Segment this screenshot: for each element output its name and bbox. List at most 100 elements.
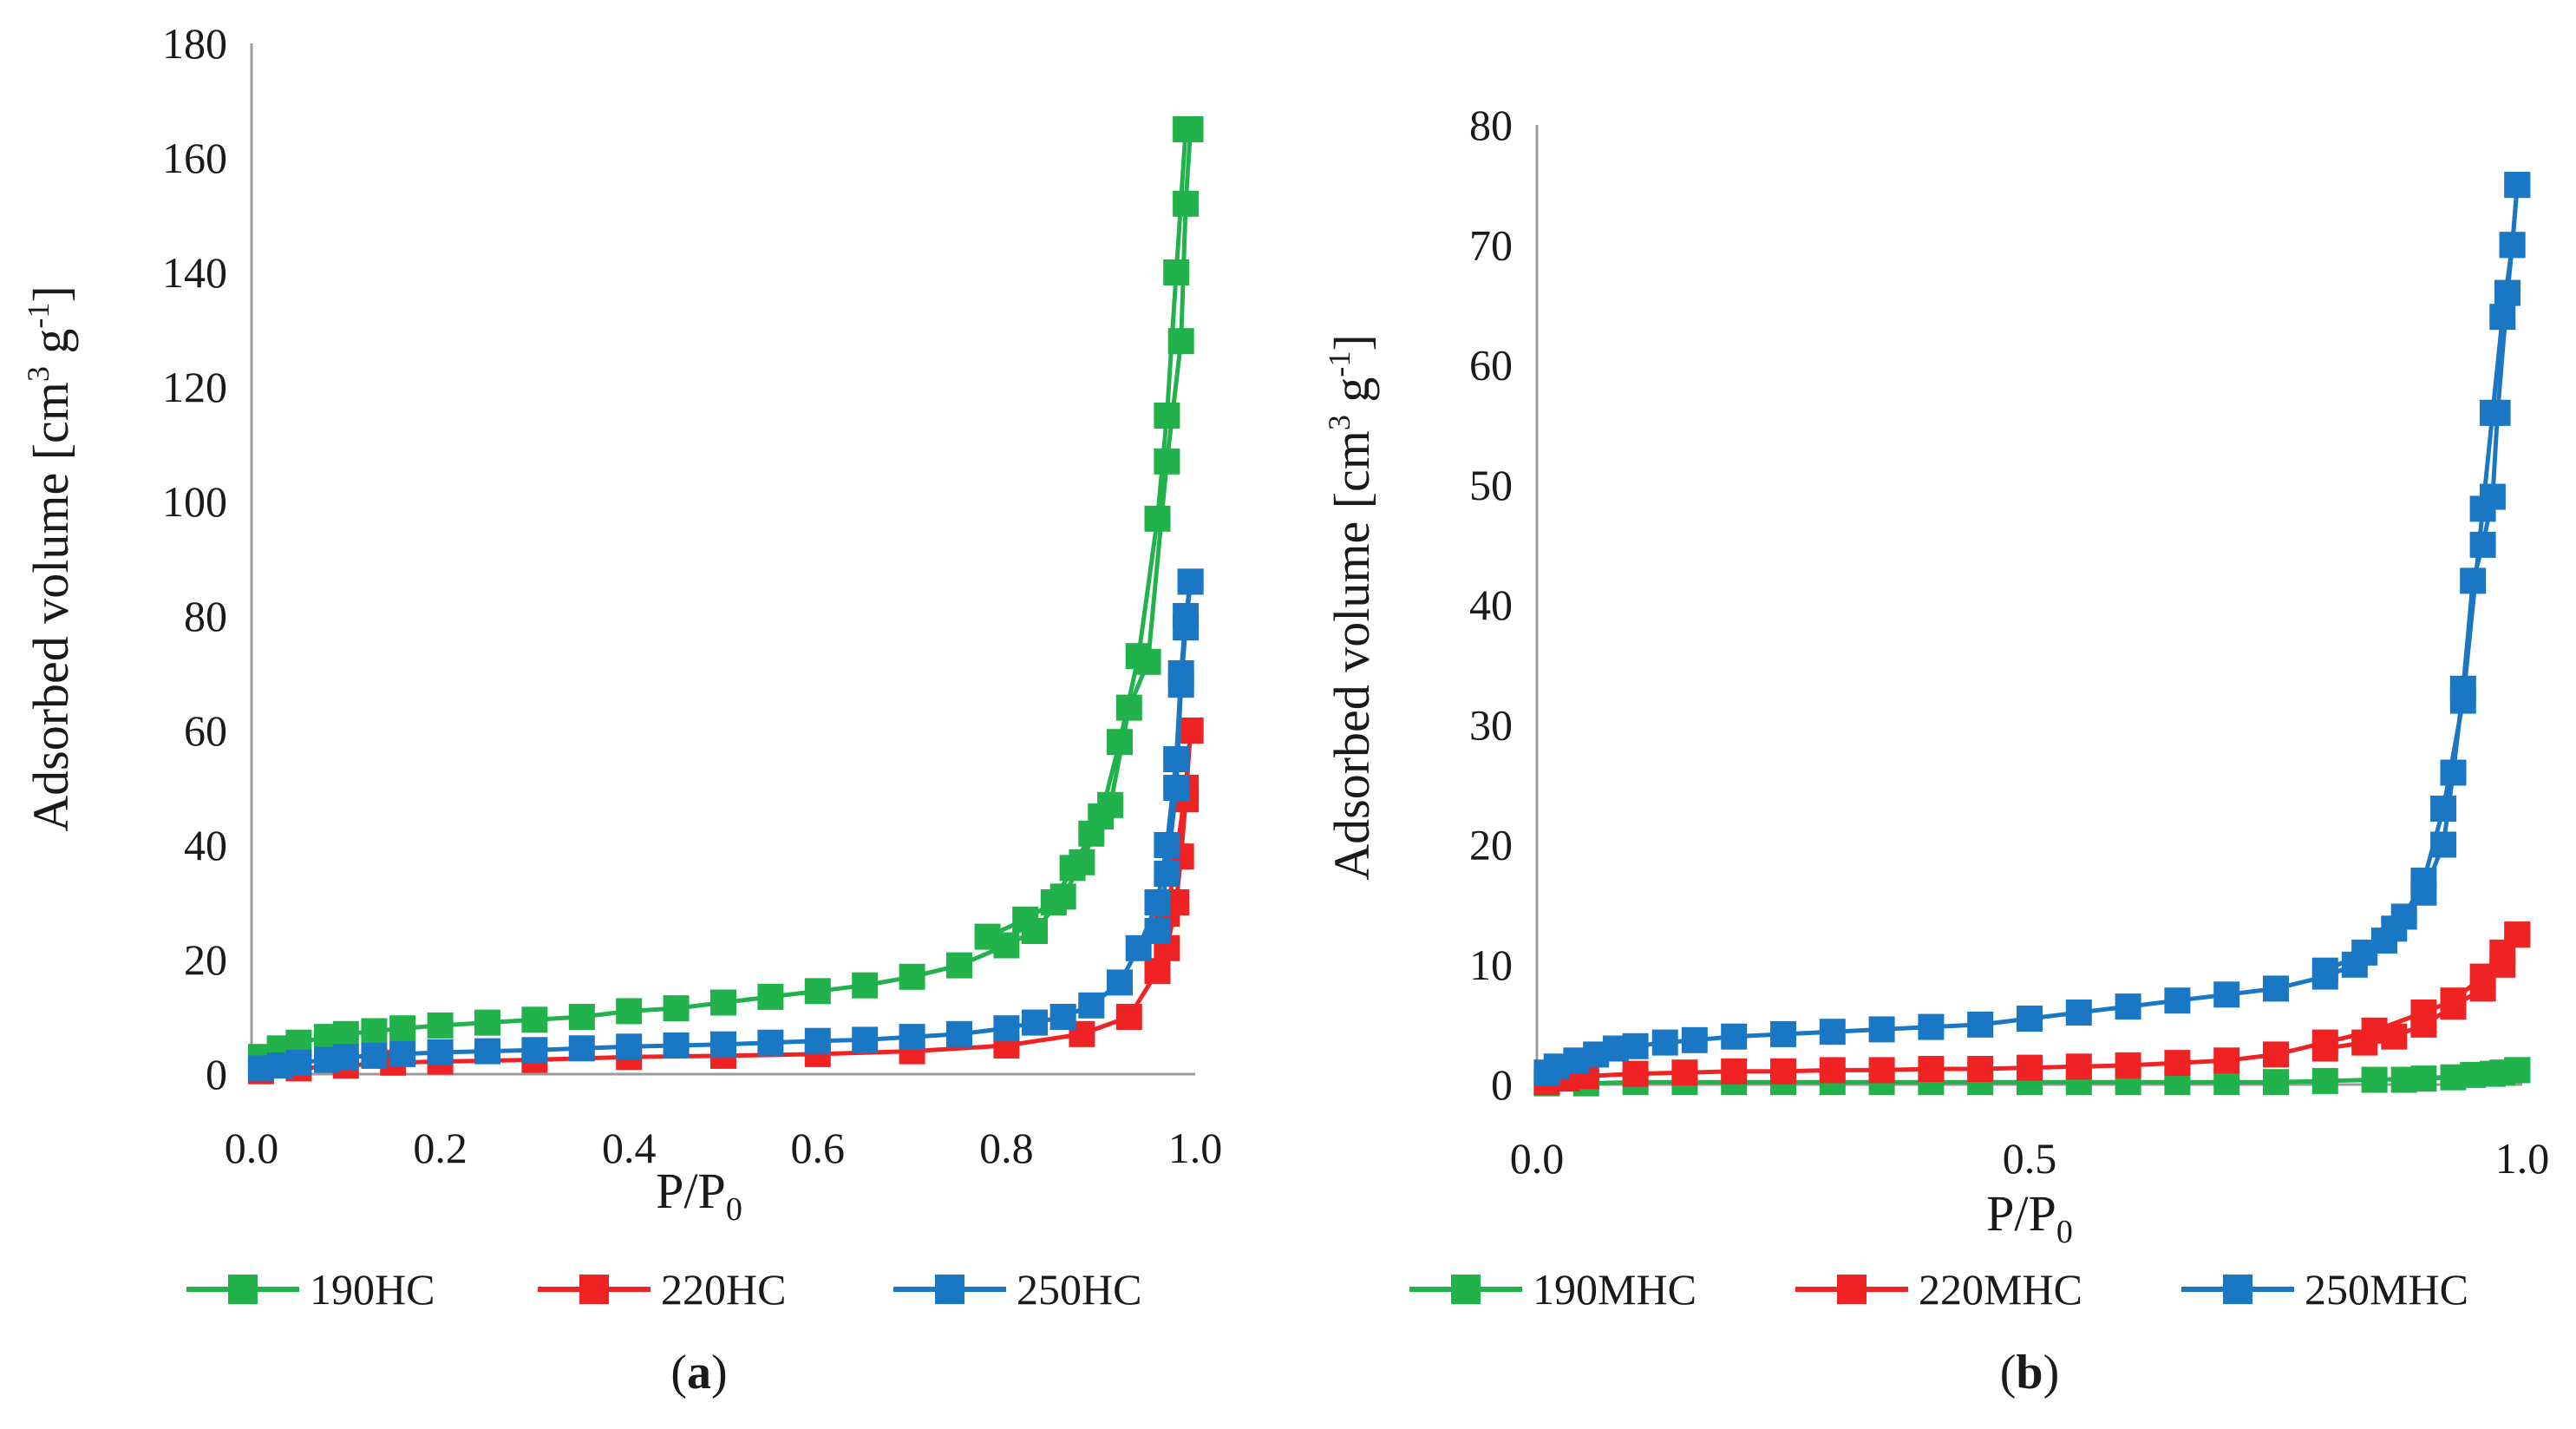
data-point-250MHC [2460,567,2487,594]
legend-swatch-marker [2223,1275,2252,1304]
panel-b-y-tick-label: 20 [1469,821,1513,869]
data-point-190HC [332,1020,359,1047]
legend-swatch-marker [1451,1275,1481,1304]
panel-a: 0 20 40 60 80 100 120 140 160 180 0.0 0.2 0.4 0.6 0.8… [21,19,1222,1400]
data-point-220MHC [1721,1058,1748,1085]
panel-a-label: (a) [670,1346,727,1400]
data-point-190HC [663,995,690,1022]
data-point-190MHC [2361,1066,2388,1093]
data-point-190HC [757,983,784,1010]
data-point-190HC [521,1006,548,1033]
data-point-220MHC [1671,1059,1698,1086]
panel-a-x-tick-label: 1.0 [1168,1124,1223,1172]
data-point-250HC [332,1044,359,1071]
data-point-250MHC [2430,831,2457,858]
legend-item-220HC: 220HC [538,1265,786,1314]
panel-b-y-tick-label: 70 [1469,220,1513,269]
panel-b-y-tick-label: 10 [1469,941,1513,989]
data-point-190MHC [2390,1066,2417,1093]
data-point-190HC [1134,648,1161,675]
data-point-250HC [474,1038,500,1065]
data-point-220MHC [2504,921,2531,948]
data-point-250MHC [2410,879,2437,906]
panel-b-x-ticks: 0.0 0.5 1.0 [1510,1134,2550,1183]
legend-item-190HC: 190HC [186,1265,435,1314]
data-point-220MHC [2065,1053,2092,1080]
panel-b-x-axis-title: P/P0 [1986,1185,2073,1250]
data-point-190HC [852,972,879,999]
data-point-250HC [757,1029,784,1056]
data-point-250HC [427,1039,454,1065]
series-250HC [247,568,1204,1082]
panel-b-y-tick-label: 0 [1491,1060,1513,1109]
data-point-250HC [804,1027,831,1054]
data-point-250MHC [1967,1011,1994,1038]
data-point-190MHC [2311,1067,2338,1094]
data-point-250HC [1049,1004,1076,1030]
data-point-220MHC [1918,1056,1945,1082]
data-point-250MHC [2017,1006,2043,1032]
data-point-250HC [1154,861,1180,887]
data-point-250HC [361,1042,388,1069]
data-point-250MHC [1681,1026,1708,1053]
data-point-250HC [993,1015,1020,1042]
panel-b-y-axis-title: Adsorbed volume [cm3 g-1] [1322,334,1380,881]
panel-a-x-ticks: 0.0 0.2 0.4 0.6 0.8 1.0 [225,1124,1223,1172]
data-point-190HC [427,1012,454,1039]
data-point-190HC [1154,403,1180,429]
series-line-250MHC-desorption [2324,184,2520,973]
data-point-220MHC [2213,1047,2240,1074]
data-point-190HC [474,1009,500,1036]
legend-swatch-marker [1837,1275,1867,1304]
series-190HC [247,116,1204,1071]
panel-b-label: (b) [2000,1346,2059,1400]
data-point-220MHC [1868,1057,1895,1084]
legend-label: 250MHC [2305,1265,2468,1314]
data-point-250MHC [2430,796,2457,822]
panel-a-y-tick-label: 0 [206,1050,227,1098]
panel-b-y-ticks: 0 10 20 30 40 50 60 70 80 [1469,101,1513,1109]
legend-label: 220HC [661,1265,786,1314]
legend-label: 220MHC [1919,1265,2082,1314]
data-point-250HC [1107,969,1133,996]
panel-a-y-tick-label: 60 [184,706,227,755]
data-point-190HC [1154,448,1180,475]
data-point-250MHC [2484,399,2511,426]
data-point-190MHC [2263,1069,2289,1096]
data-point-250HC [1173,614,1200,641]
data-point-250MHC [2065,1000,2092,1026]
series-220MHC [1533,921,2531,1096]
data-point-220MHC [2115,1052,2141,1078]
data-point-220MHC [1967,1056,1994,1082]
data-point-190HC [974,923,1001,950]
panel-a-x-tick-label: 0.2 [413,1124,467,1172]
data-point-190MHC [2479,1060,2506,1087]
data-point-190MHC [2504,1057,2531,1084]
panel-a-x-tick-label: 0.4 [602,1124,657,1172]
data-point-190HC [1012,906,1039,933]
panel-a-y-axis-title: Adsorbed volume [cm3 g-1] [21,285,79,832]
data-point-190HC [899,963,925,990]
data-point-250HC [616,1033,643,1060]
legend-item-250HC: 250HC [893,1265,1141,1314]
panel-a-y-tick-label: 80 [184,592,227,640]
data-point-220MHC [1770,1058,1796,1085]
panel-a-x-tick-label: 0.6 [791,1124,846,1172]
data-point-190HC [1177,116,1204,142]
data-point-250MHC [2213,981,2240,1008]
data-point-190MHC [2440,1064,2467,1091]
panel-a-y-tick-label: 20 [184,935,227,984]
panel-a-legend: 190HC 220HC 250HC [186,1265,1141,1314]
data-point-250MHC [2115,993,2141,1020]
data-point-250MHC [2499,232,2526,259]
data-point-190HC [1144,505,1171,532]
panel-b-y-tick-label: 80 [1469,101,1513,149]
legend-item-250MHC: 250MHC [2181,1265,2468,1314]
data-point-220MHC [2311,1035,2338,1062]
panel-b: 0 10 20 30 40 50 60 70 80 0.0 0.5 1.0 Adsorbed vol… [1322,101,2549,1400]
panel-a-x-tick-label: 0.8 [979,1124,1034,1172]
legend-swatch-marker [935,1275,964,1304]
panel-a-y-ticks: 0 20 40 60 80 100 120 140 160 180 [162,19,227,1098]
panel-a-y-tick-label: 40 [184,821,227,869]
